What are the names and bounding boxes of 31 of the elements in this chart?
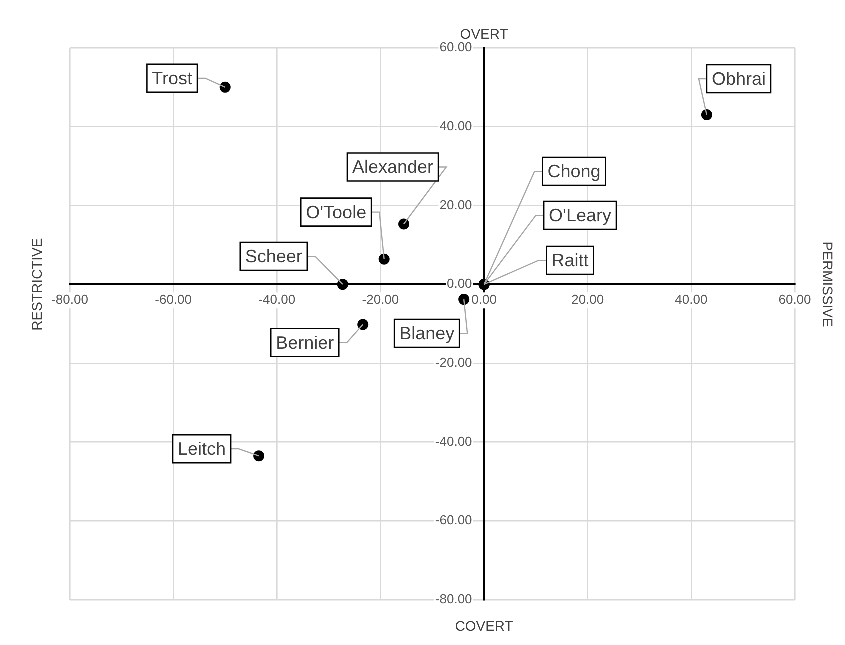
y-tick-label: 0.00	[446, 276, 472, 292]
text: Alexander	[352, 157, 434, 178]
x-tick-label: -20.00	[362, 292, 400, 308]
series-label: Leitch	[178, 439, 226, 460]
text: Chong	[548, 162, 601, 182]
x-tick-label: -60.00	[155, 292, 192, 308]
series-label: Trost	[152, 68, 193, 88]
y-tick-label: -80.00	[435, 592, 472, 607]
x-tick-label: 20.00	[572, 292, 604, 308]
text: O'Leary	[549, 206, 612, 226]
x-axis-title: COVERT	[455, 618, 514, 634]
y-tick-label: 60.00	[440, 40, 472, 55]
series-label: Bernier	[276, 332, 334, 353]
y-tick-label: -40.00	[435, 434, 472, 449]
text: Scheer	[245, 246, 302, 267]
text: Raitt	[552, 250, 589, 271]
y2-axis-title: PERMISSIVE	[820, 242, 836, 328]
x-tick-label: 60.00	[778, 292, 812, 308]
series-label: Blaney	[400, 324, 455, 344]
y-tick-label: 20.00	[440, 197, 472, 212]
x-tick-label: -80.00	[52, 292, 88, 308]
text: O'Toole	[306, 202, 367, 222]
x-tick-label: 0.00	[472, 292, 497, 308]
x-tick-label: -40.00	[258, 292, 296, 308]
chart-title: OVERT	[460, 26, 509, 42]
series-label: Obhrai	[712, 68, 766, 89]
y-tick-label: 40.00	[440, 118, 472, 134]
y-tick-label: -60.00	[435, 512, 472, 528]
y-axis-title: RESTRICTIVE	[28, 238, 45, 331]
y-tick-label: -20.00	[435, 355, 472, 370]
x-tick-label: 40.00	[675, 292, 708, 308]
